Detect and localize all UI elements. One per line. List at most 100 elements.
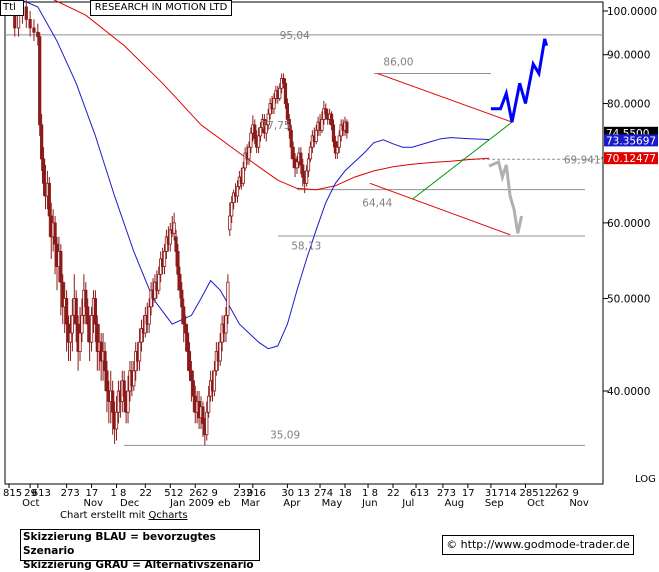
x-tick-label: 18 [339,488,352,499]
price-annotation: 95,04 [280,30,310,42]
x-tick-label: 815 [3,488,22,499]
x-month-label: Sep [485,498,504,509]
candle-body [172,222,176,234]
candle-body [247,146,251,160]
legend-gray-text: Skizzierung GRAU = Alternativszenario [23,559,254,571]
moving-average-red [53,0,490,191]
candle-body [212,370,217,392]
candle-body [176,251,180,275]
y-tick-label: 60.0000 [607,218,650,230]
candle-body [111,390,115,413]
x-tick-label: 1 8 [362,488,378,499]
x-month-label: Jul [401,498,414,509]
candle-body [201,406,205,424]
candle-body [264,124,268,134]
candle-body [168,229,172,245]
candle-body [299,152,303,166]
candle-body [157,273,161,291]
x-tick-label: 613 [410,488,429,499]
price-annotation: 64,44 [362,198,392,210]
candle-body [314,129,318,142]
x-tick-label: 273 [437,488,456,499]
credit-brand-link[interactable]: Qcharts [148,510,188,521]
candle-body [122,380,126,397]
x-month-label: Apr [283,498,301,509]
candle-body [331,124,336,142]
candle-body [68,332,73,343]
copyright-link[interactable]: © http://www.godmode-trader.de [442,535,634,555]
x-tick-label: 232 [233,488,252,499]
x-tick-label: 274 [314,488,333,499]
candle-body [301,164,305,178]
candle-body [32,27,36,33]
candle-body [345,121,349,134]
x-month-label: Oct [527,498,544,509]
x-tick-label: 1 8 [111,488,127,499]
candle-body [84,289,88,308]
candle-body [224,314,228,334]
candle-body [16,14,21,29]
candle-body [95,323,99,352]
candle-body [218,341,222,362]
candle-body [139,328,144,343]
x-tick-label: 916 [247,488,266,499]
trendline [377,73,513,123]
candle-body [126,390,130,413]
x-month-label: May [322,498,343,509]
candle-body [180,289,184,308]
symbol-label: Ttl [0,0,24,16]
candle-body [74,298,78,325]
candle-body [295,161,299,169]
candle-body [306,158,311,172]
x-tick-label: 262 9 [189,488,218,499]
scenario-legend: Skizzierung BLAU = bevorzugtes Szenario … [20,529,260,571]
candle-body [308,146,313,160]
scenario-gray-path [488,159,524,234]
candle-body [65,298,69,325]
legend-blue-text: Skizzierung BLAU = bevorzugtes Szenario [23,531,216,557]
candle-body [162,251,167,267]
x-tick-label: 30 13 [281,488,310,499]
candle-body [281,77,286,84]
candle-body [38,36,42,126]
candle-body [287,118,291,131]
candle-body [28,18,32,29]
candle-body [241,167,245,184]
candle-body [329,113,334,126]
candle-body [137,341,142,362]
log-scale-label: LOG [635,474,656,485]
candle-body [291,146,295,160]
candle-body [114,411,119,430]
candle-body [320,118,324,131]
y-tick-label: 100.0000 [607,6,657,18]
candle-body [226,281,230,316]
candle-body [272,97,276,110]
candle-body [174,236,178,252]
candle-body [337,135,341,148]
x-month-label: Jan 2009 [169,498,214,509]
x-month-label: Mar [241,498,261,509]
x-month-label: Aug [445,498,465,509]
x-month-label: Nov [569,498,589,509]
price-annotation: 58,13 [291,241,321,253]
trendline [369,182,511,236]
candle-body [283,82,288,104]
candle-body [205,411,209,436]
candle-body [266,113,270,126]
candle-body [230,202,234,217]
candle-body [105,370,109,392]
candle-body [53,222,57,245]
candle-body [191,380,195,397]
candle-body [228,215,232,231]
x-tick-label: 17 [86,488,99,499]
candle-body [278,87,282,99]
candle-body [59,251,63,283]
price-annotation: 69,9419 [564,154,607,166]
x-tick-label: 262 9 [550,488,579,499]
candle-body [189,370,193,382]
price-box [604,152,658,165]
x-month-label: Jun [361,498,378,509]
x-month-label: Nov [84,498,104,509]
candle-body [249,132,253,148]
